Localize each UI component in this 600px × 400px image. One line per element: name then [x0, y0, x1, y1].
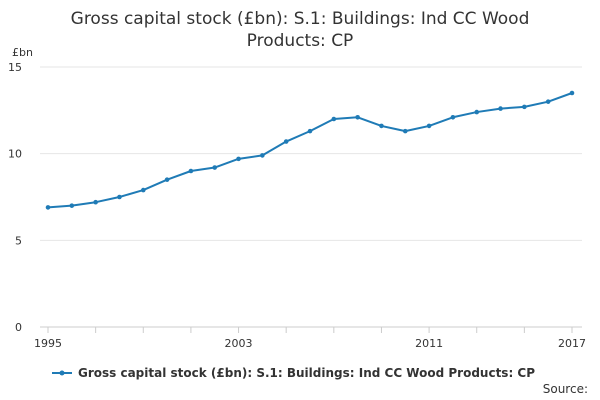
- data-point: [522, 104, 527, 110]
- series-line: [47, 92, 573, 209]
- x-axis: 1995 2003 2011 2017: [34, 326, 586, 350]
- y-tick-label: 10: [8, 148, 22, 161]
- y-tick-label: 0: [15, 321, 22, 334]
- data-point: [474, 109, 480, 115]
- data-point: [212, 165, 218, 170]
- data-point: [498, 106, 503, 111]
- data-point: [307, 128, 313, 134]
- data-point: [331, 116, 337, 122]
- data-point: [283, 139, 289, 144]
- data-point: [117, 194, 122, 200]
- legend-entry-label: Gross capital stock (£bn): S.1: Building…: [78, 366, 535, 380]
- data-point: [379, 123, 384, 129]
- x-tick-label: 2011: [415, 337, 443, 350]
- x-tick-label: 2003: [225, 337, 253, 350]
- data-point: [569, 90, 575, 96]
- legend[interactable]: Gross capital stock (£bn): S.1: Building…: [52, 366, 535, 380]
- data-point: [140, 187, 146, 193]
- chart-title: Gross capital stock (£bn): S.1: Building…: [0, 8, 600, 52]
- data-point: [69, 203, 75, 208]
- data-point: [188, 168, 194, 174]
- x-tick-label: 1995: [34, 337, 62, 350]
- data-point: [426, 123, 432, 129]
- x-tick-label: 2017: [558, 337, 586, 350]
- source-label: Source:: [543, 382, 588, 396]
- series-layer: [45, 90, 575, 210]
- y-tick-label: 15: [8, 61, 22, 74]
- legend-dot-marker: [59, 370, 65, 376]
- y-tick-label: 5: [15, 234, 22, 247]
- y-axis: 0 5 10 15: [8, 61, 22, 334]
- data-point: [450, 114, 456, 120]
- y-axis-unit-label: £bn: [12, 46, 33, 59]
- data-point: [355, 114, 360, 120]
- chart-title-line-1: Gross capital stock (£bn): S.1: Building…: [70, 9, 530, 29]
- data-point: [236, 156, 241, 162]
- data-point: [45, 205, 51, 210]
- data-point: [545, 99, 551, 104]
- data-point: [164, 177, 170, 182]
- data-point: [402, 128, 408, 134]
- chart-title-line-2: Products: CP: [246, 31, 354, 51]
- data-point: [260, 153, 265, 158]
- data-point: [93, 199, 98, 205]
